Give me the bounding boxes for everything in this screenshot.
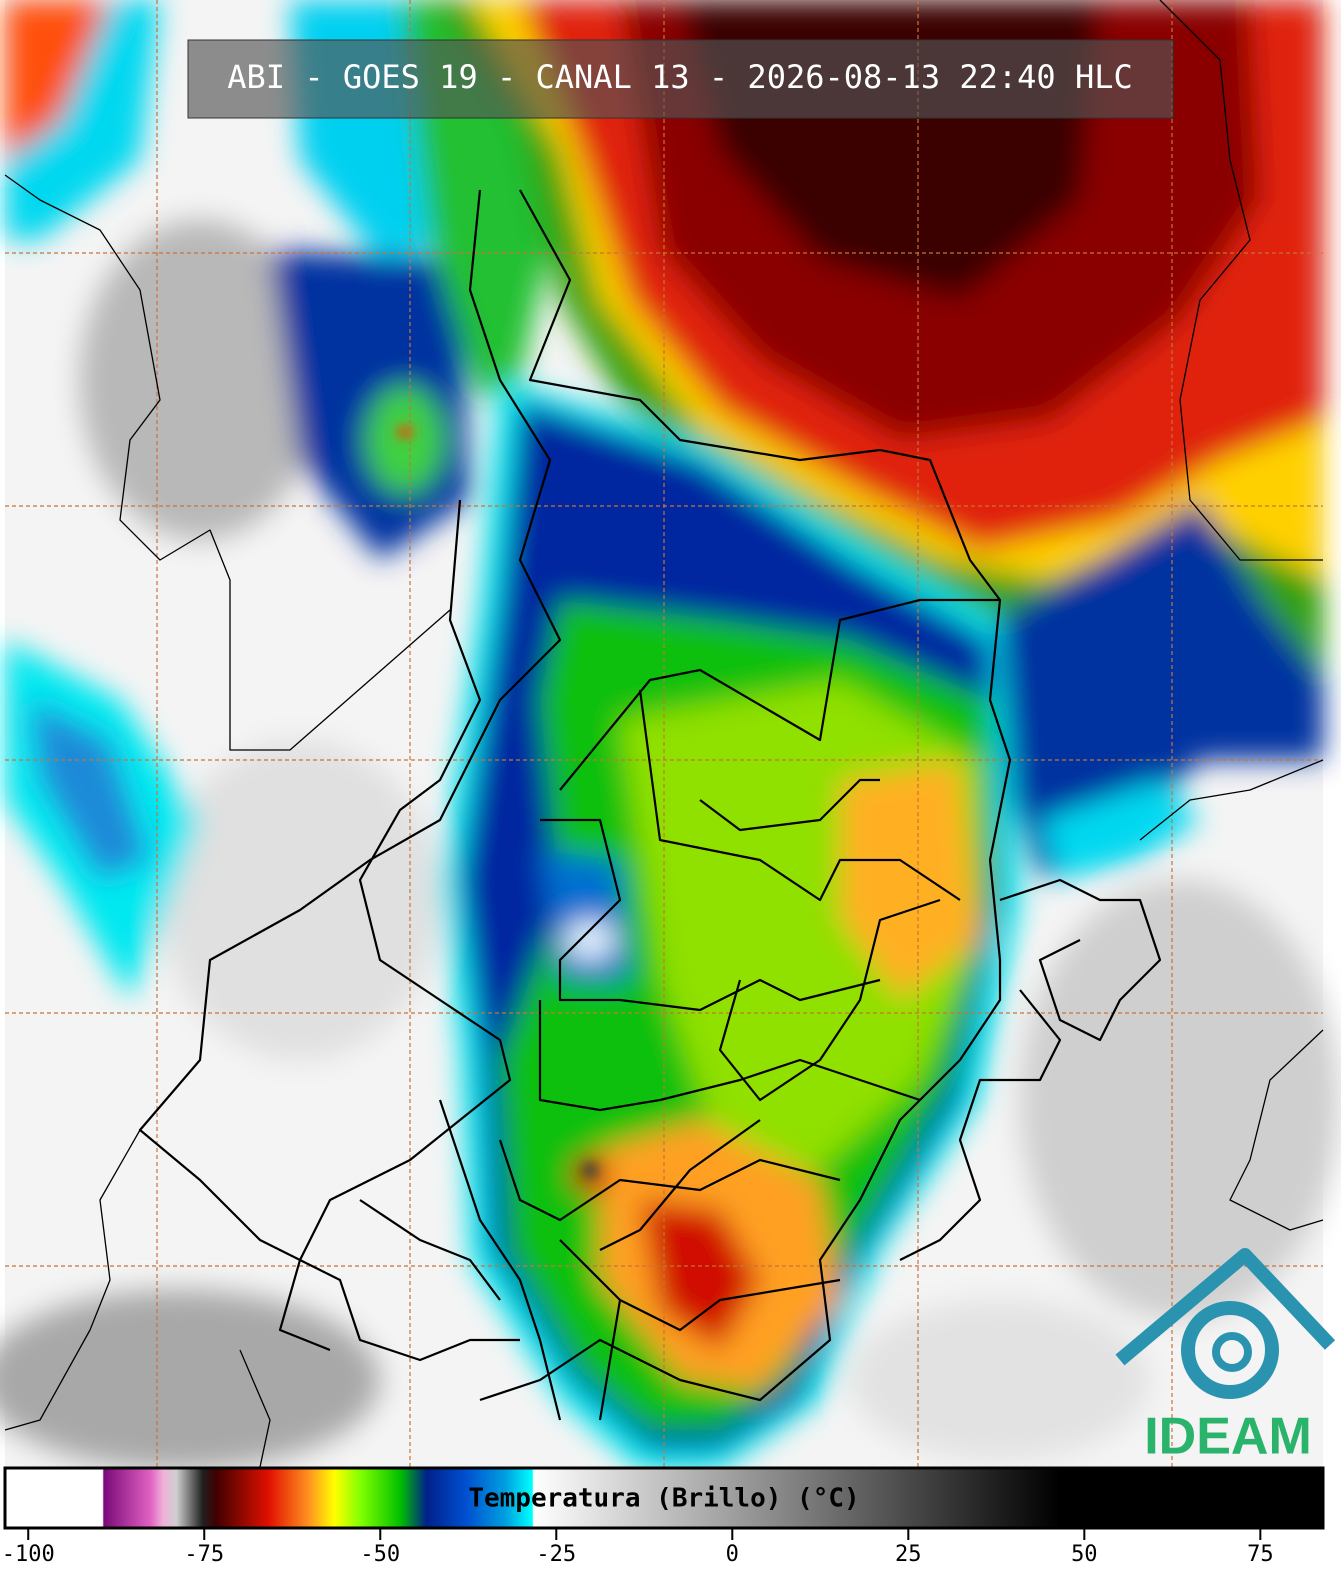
satellite-image (0, 0, 1340, 1470)
boundaries (4, 0, 1324, 1468)
tick-label: -25 (536, 1542, 576, 1567)
tick-label: 0 (726, 1542, 739, 1567)
logo-swirl-inner (1212, 1332, 1252, 1372)
colorbar-gradient (3, 1466, 1325, 1530)
logo-roof (1115, 1248, 1336, 1366)
logo-swirl (1181, 1301, 1279, 1399)
logo: IDEAM (1115, 1248, 1336, 1466)
tick-label: 50 (1071, 1542, 1098, 1567)
title: ABI - GOES 19 - CANAL 13 - 2026-08-13 22… (227, 58, 1132, 96)
title-box: ABI - GOES 19 - CANAL 13 - 2026-08-13 22… (187, 39, 1174, 119)
tick-label: -100 (2, 1542, 55, 1567)
tick-label: 25 (895, 1542, 922, 1567)
tick-label: -50 (360, 1542, 400, 1567)
graticule (5, 0, 1323, 1467)
colorbar: Temperatura (Brillo) (°C) (3, 1466, 1325, 1530)
tick-label: 75 (1247, 1542, 1274, 1567)
colorbar-label: Temperatura (Brillo) (°C) (468, 1484, 859, 1514)
tick-label: -75 (184, 1542, 224, 1567)
logo-text: IDEAM (1144, 1408, 1312, 1466)
